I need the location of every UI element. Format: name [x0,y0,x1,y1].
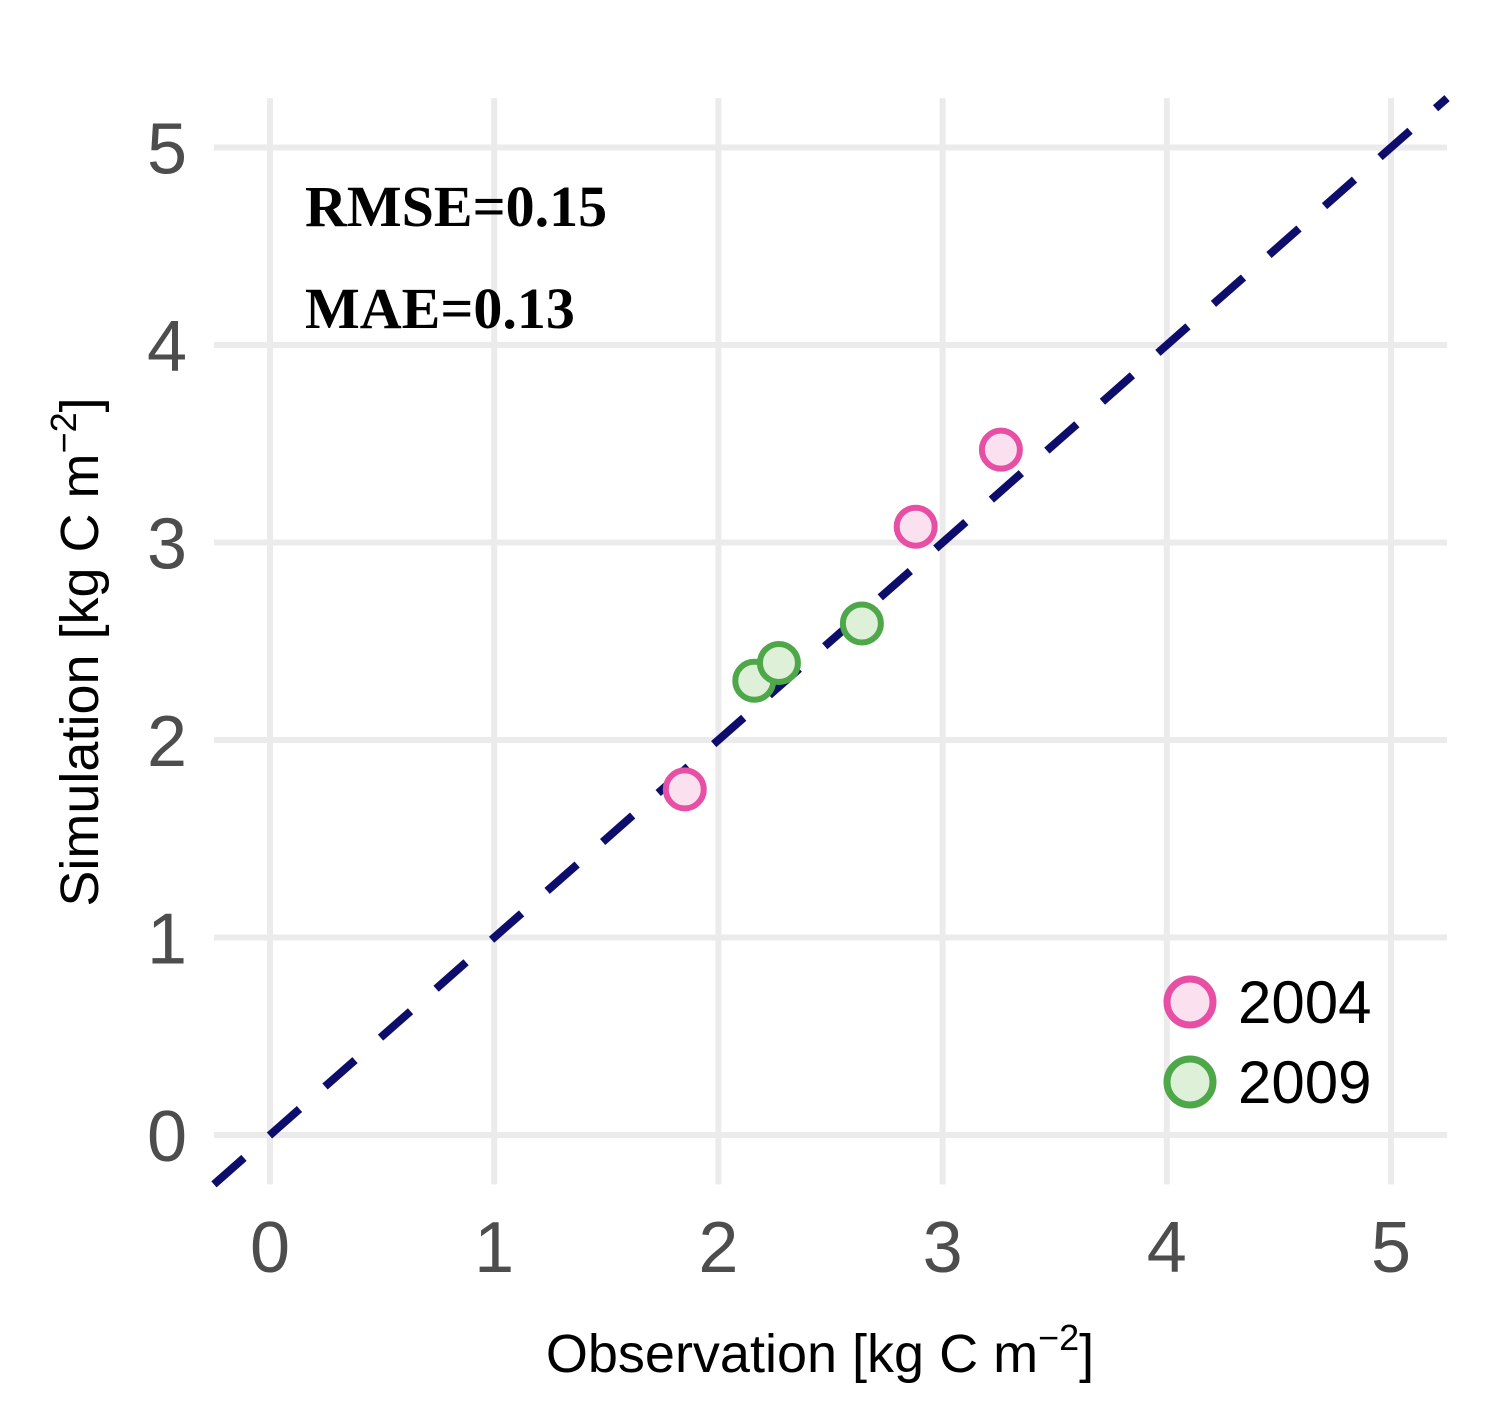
y-axis-title-main: Simulation [kg C m [50,453,110,906]
y-tick-label-0: 0 [147,1097,187,1177]
x-tick-label-2: 2 [698,1208,738,1288]
x-axis-title-main: Observation [kg C m [546,1324,1038,1384]
y-tick-label-1: 1 [147,900,187,980]
y-tick-label-5: 5 [147,110,187,190]
point-2004-2 [978,427,1023,472]
reference-line-group [211,95,1450,1188]
rmse-annotation: RMSE=0.15 [305,174,607,239]
tick-labels: 0 1 2 3 4 5 0 1 2 3 4 5 [147,110,1411,1289]
one-to-one-dashed-line [211,95,1450,1188]
x-tick-label-1: 1 [474,1208,514,1288]
point-2009-2 [839,601,884,646]
legend-label-2009: 2009 [1238,1049,1371,1116]
x-tick-label-3: 3 [923,1208,963,1288]
x-tick-label-5: 5 [1371,1208,1411,1288]
mae-annotation: MAE=0.13 [305,276,575,341]
y-tick-label-4: 4 [147,307,187,387]
y-axis-title-end: ] [50,397,110,412]
x-axis-title-end: ] [1079,1324,1094,1384]
point-2004-0 [662,767,707,812]
legend-label-2004: 2004 [1238,969,1371,1036]
point-2004-1 [893,504,938,549]
x-tick-label-0: 0 [250,1208,290,1288]
y-tick-label-2: 2 [147,702,187,782]
x-tick-label-4: 4 [1147,1208,1187,1288]
legend-marker-2004 [1163,975,1217,1029]
x-axis-title-sup: −2 [1038,1317,1079,1358]
x-axis-title: Observation [kg C m−2] [546,1317,1094,1384]
y-axis-title: Simulation [kg C m−2] [43,397,110,906]
legend-marker-2009 [1163,1055,1217,1109]
y-axis-title-sup: −2 [43,412,84,453]
legend: 2004 2009 [1163,969,1371,1116]
y-tick-label-3: 3 [147,505,187,585]
data-points [662,427,1023,812]
grid [213,98,1448,1185]
point-2009-1 [756,640,801,685]
